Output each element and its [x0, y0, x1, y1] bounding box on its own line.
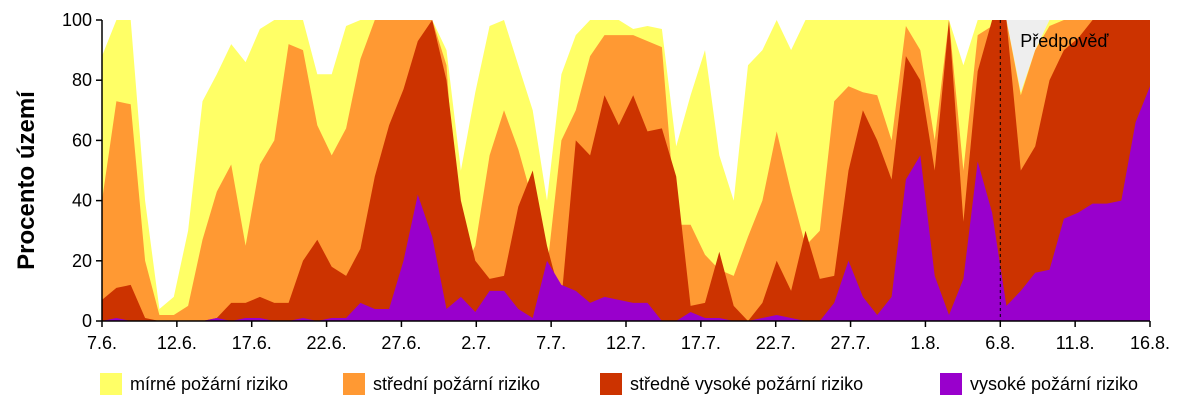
legend-swatch-medium — [343, 373, 365, 395]
x-tick-label: 2.7. — [461, 333, 491, 353]
x-tick-label: 12.7. — [606, 333, 646, 353]
legend: mírné požární riziko střední požární riz… — [0, 370, 1200, 398]
y-tick-label: 0 — [82, 311, 92, 331]
x-tick-label: 7.7. — [536, 333, 566, 353]
x-tick-label: 17.6. — [232, 333, 272, 353]
x-tick-label: 11.8. — [1056, 333, 1095, 353]
legend-item-high: vysoké požární riziko — [940, 370, 1138, 398]
x-tick-label: 1.8. — [910, 333, 940, 353]
forecast-label: Předpověď — [1020, 31, 1109, 51]
x-tick-label: 7.6. — [87, 333, 117, 353]
legend-label-high: vysoké požární riziko — [970, 373, 1139, 394]
axes: 0 20 40 60 80 100 7.6. 12.6. 17.6. 22.6. 27.6. 2.7.… — [62, 10, 1170, 353]
legend-label-medium: střední požární riziko — [373, 373, 541, 394]
x-tick-label: 17.7. — [681, 333, 721, 353]
x-tick-label: 27.7. — [831, 333, 871, 353]
legend-label-medium-high: středně vysoké požární riziko — [630, 373, 864, 394]
x-tick-label: 12.6. — [157, 333, 197, 353]
y-tick-label: 60 — [72, 130, 92, 150]
legend-label-mild: mírné požární riziko — [130, 373, 289, 394]
area-series-středně-vysoké-požární-riziko — [102, 20, 1150, 321]
legend-swatch-mild — [100, 373, 122, 395]
legend-item-medium: střední požární riziko — [343, 370, 540, 398]
area-series-vysoké-požární-riziko — [102, 86, 1150, 321]
x-tick-label: 6.8. — [985, 333, 1015, 353]
y-tick-label: 20 — [72, 251, 92, 271]
legend-swatch-high — [940, 373, 962, 395]
stacked-areas — [102, 20, 1150, 321]
fire-risk-chart: Předpověď 0 20 40 60 80 100 7.6. 12.6. 17.6. 22.6… — [13, 10, 1170, 353]
legend-item-medium-high: středně vysoké požární riziko — [600, 370, 863, 398]
x-tick-label: 27.6. — [381, 333, 421, 353]
y-tick-label: 100 — [62, 10, 92, 30]
legend-swatch-medium-high — [600, 373, 622, 395]
legend-item-mild: mírné požární riziko — [100, 370, 288, 398]
y-tick-label: 80 — [72, 70, 92, 90]
x-tick-label: 16.8. — [1130, 333, 1170, 353]
x-tick-label: 22.7. — [756, 333, 796, 353]
x-tick-label: 22.6. — [307, 333, 347, 353]
y-tick-label: 40 — [72, 191, 92, 211]
y-axis-label: Procento území — [13, 90, 40, 270]
